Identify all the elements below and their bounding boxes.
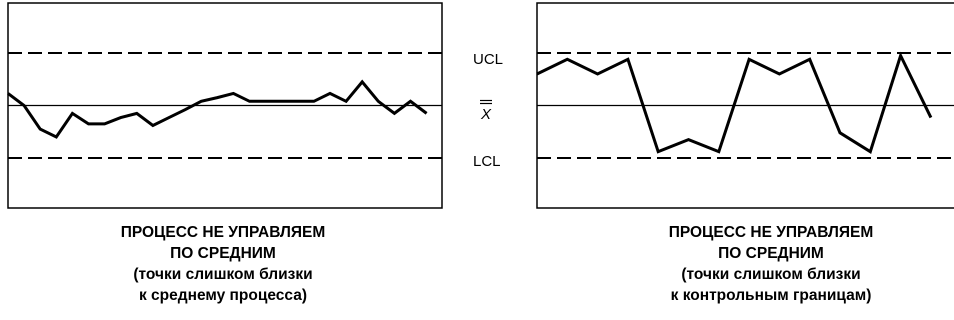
caption-line: к контрольным границам) [670, 287, 872, 304]
right-control-chart [536, 2, 954, 209]
caption-line: ПРОЦЕСС НЕ УПРАВЛЯЕМ [668, 224, 874, 241]
right-series-line [536, 51, 933, 154]
xbar-label: X [480, 106, 492, 123]
caption-line: ПО СРЕДНИМ [170, 245, 276, 262]
left-chart-caption: ПРОЦЕСС НЕ УПРАВЛЯЕМ ПО СРЕДНИМ (точки с… [58, 222, 388, 306]
caption-line: (точки слишком близки [133, 266, 313, 283]
left-series-line [7, 79, 428, 139]
left-reference-lines [8, 52, 442, 159]
control-limit-labels: UCL X LCL [473, 51, 503, 170]
right-chart-caption: ПРОЦЕСС НЕ УПРАВЛЯЕМ ПО СРЕДНИМ (точки с… [606, 222, 936, 306]
caption-line: ПРОЦЕСС НЕ УПРАВЛЯЕМ [120, 224, 326, 241]
left-control-chart [7, 2, 443, 209]
ucl-label: UCL [473, 51, 503, 68]
caption-line: (точки слишком близки [681, 266, 861, 283]
caption-line: к среднему процесса) [138, 287, 308, 304]
lcl-label: LCL [473, 153, 501, 170]
left-data-points [8, 82, 427, 137]
caption-line: ПО СРЕДНИМ [718, 245, 824, 262]
